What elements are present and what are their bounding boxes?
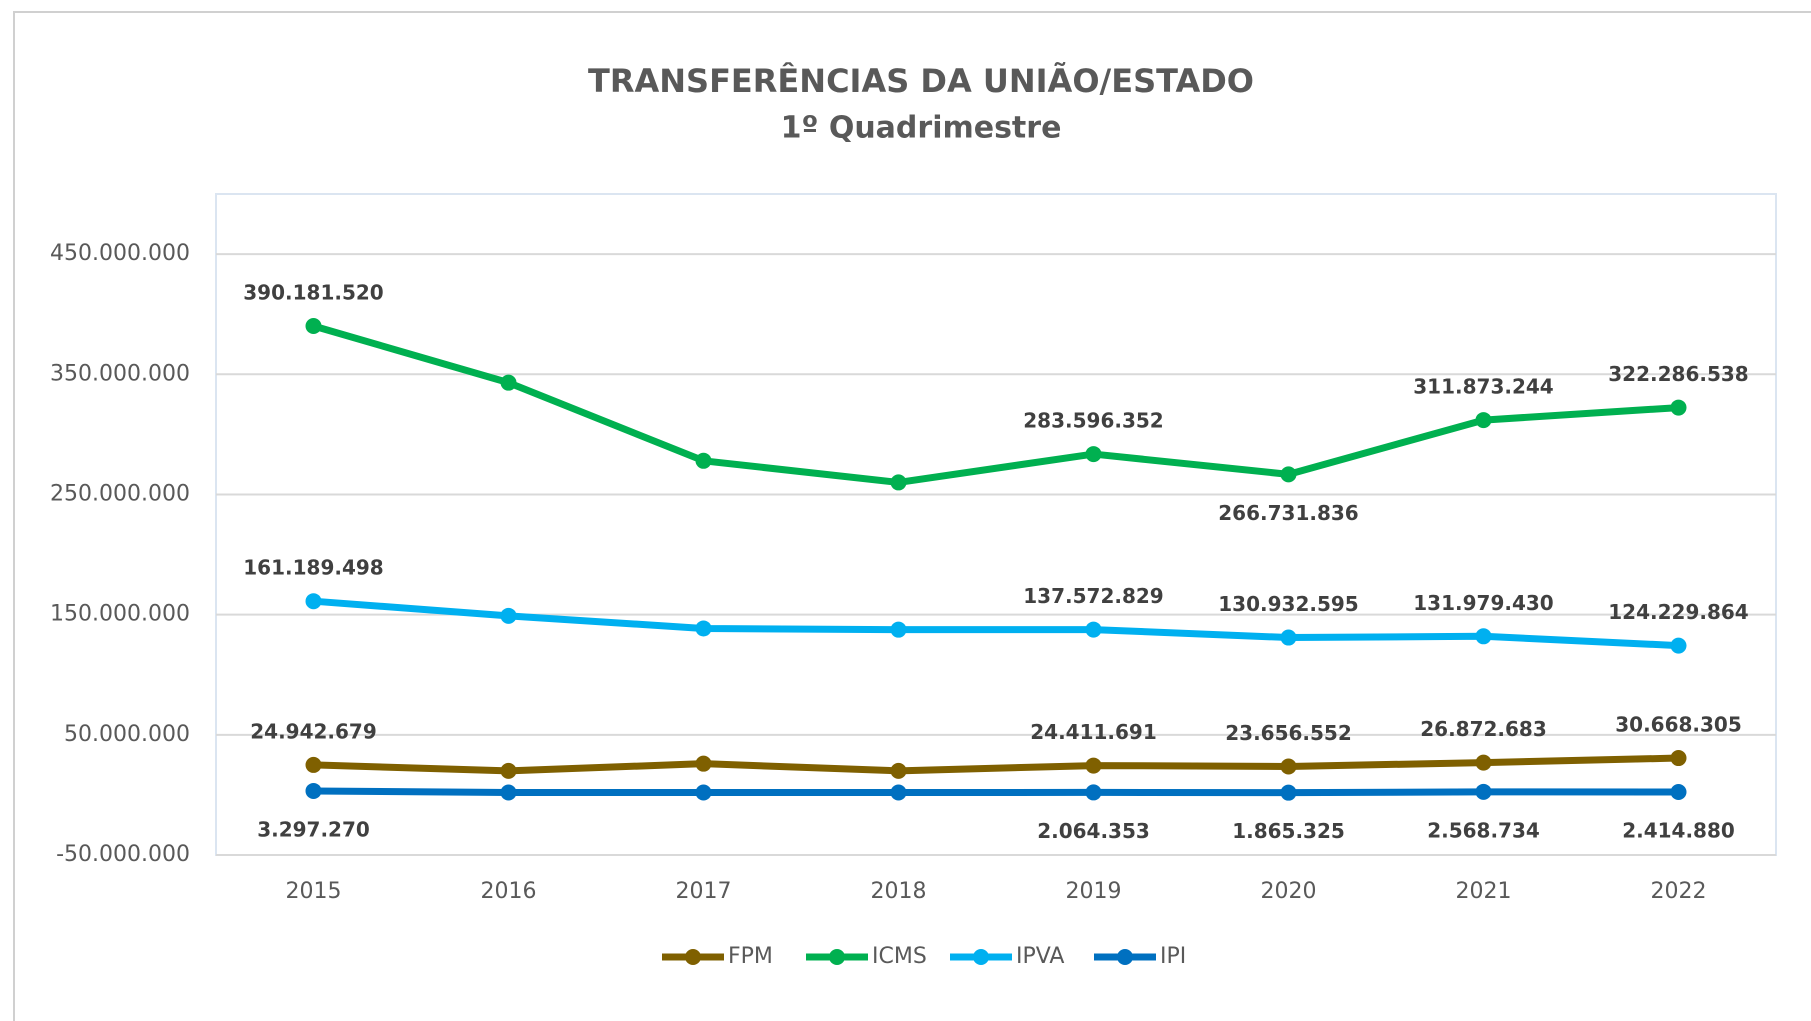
data-label: 311.873.244 xyxy=(1413,375,1553,399)
y-tick-label: -50.000.000 xyxy=(56,842,190,867)
data-label: 161.189.498 xyxy=(243,556,383,580)
data-point xyxy=(500,784,517,801)
data-point xyxy=(1280,758,1297,775)
data-label: 130.932.595 xyxy=(1218,592,1358,616)
data-point xyxy=(695,452,712,469)
data-label: 1.865.325 xyxy=(1232,819,1345,843)
data-label: 26.872.683 xyxy=(1420,717,1547,741)
data-point xyxy=(695,784,712,801)
x-tick-label: 2015 xyxy=(286,879,342,904)
series-line xyxy=(313,787,1679,797)
data-point xyxy=(695,620,712,637)
data-point xyxy=(305,782,322,799)
data-point xyxy=(890,621,907,638)
data-point xyxy=(890,784,907,801)
data-point xyxy=(1670,399,1687,416)
data-label: 23.656.552 xyxy=(1225,721,1352,745)
data-label: 283.596.352 xyxy=(1023,409,1163,433)
data-point xyxy=(1280,466,1297,483)
data-point xyxy=(305,317,322,334)
legend-label: FPM xyxy=(728,944,773,969)
legend-marker xyxy=(973,949,989,965)
data-point xyxy=(500,607,517,624)
data-point xyxy=(1085,784,1102,801)
data-point xyxy=(1475,783,1492,800)
data-point xyxy=(890,762,907,779)
legend-label: IPI xyxy=(1160,944,1186,969)
x-tick-label: 2018 xyxy=(871,879,927,904)
data-label: 2.064.353 xyxy=(1037,819,1150,843)
data-point xyxy=(305,756,322,773)
y-tick-label: 250.000.000 xyxy=(50,481,190,506)
data-point xyxy=(890,474,907,491)
data-point xyxy=(1475,754,1492,771)
data-point xyxy=(1475,412,1492,429)
chart-title: TRANSFERÊNCIAS DA UNIÃO/ESTADO xyxy=(588,62,1254,100)
series-line xyxy=(313,597,1679,650)
data-label: 390.181.520 xyxy=(243,280,383,304)
y-tick-label: 50.000.000 xyxy=(64,722,190,747)
x-tick-label: 2021 xyxy=(1456,879,1512,904)
chart-subtitle: 1º Quadrimestre xyxy=(781,111,1062,146)
x-tick-label: 2020 xyxy=(1261,879,1317,904)
data-label: 322.286.538 xyxy=(1608,362,1748,386)
data-point xyxy=(1670,750,1687,767)
data-label: 2.568.734 xyxy=(1427,818,1540,842)
x-tick-label: 2016 xyxy=(481,879,537,904)
data-label: 137.572.829 xyxy=(1023,584,1163,608)
data-label: 24.411.691 xyxy=(1030,720,1157,744)
series-line xyxy=(313,754,1679,775)
legend-marker xyxy=(829,949,845,965)
data-label: 131.979.430 xyxy=(1413,591,1553,615)
y-tick-label: 150.000.000 xyxy=(50,602,190,627)
data-point xyxy=(1280,629,1297,646)
data-point xyxy=(1475,628,1492,645)
data-label: 24.942.679 xyxy=(250,719,377,743)
data-point xyxy=(500,762,517,779)
data-point xyxy=(500,374,517,391)
data-label: 124.229.864 xyxy=(1608,600,1748,624)
data-label: 266.731.836 xyxy=(1218,501,1358,525)
data-label: 2.414.880 xyxy=(1622,819,1735,843)
data-point xyxy=(695,755,712,772)
y-tick-label: 450.000.000 xyxy=(50,241,190,266)
legend-marker xyxy=(685,949,701,965)
legend-marker xyxy=(1117,949,1133,965)
data-point xyxy=(1085,757,1102,774)
data-point xyxy=(1280,784,1297,801)
data-label: 30.668.305 xyxy=(1615,713,1742,737)
data-label: 3.297.270 xyxy=(257,817,370,841)
data-point xyxy=(305,593,322,610)
legend-label: ICMS xyxy=(872,944,927,969)
data-point xyxy=(1085,621,1102,638)
legend-label: IPVA xyxy=(1016,944,1064,969)
data-point xyxy=(1670,784,1687,801)
x-tick-label: 2022 xyxy=(1651,879,1707,904)
series-line xyxy=(312,322,1679,486)
x-tick-label: 2019 xyxy=(1066,879,1122,904)
chart-border xyxy=(13,11,1811,1021)
y-tick-label: 350.000.000 xyxy=(50,361,190,386)
x-tick-label: 2017 xyxy=(676,879,732,904)
data-point xyxy=(1670,637,1687,654)
data-point xyxy=(1085,446,1102,463)
